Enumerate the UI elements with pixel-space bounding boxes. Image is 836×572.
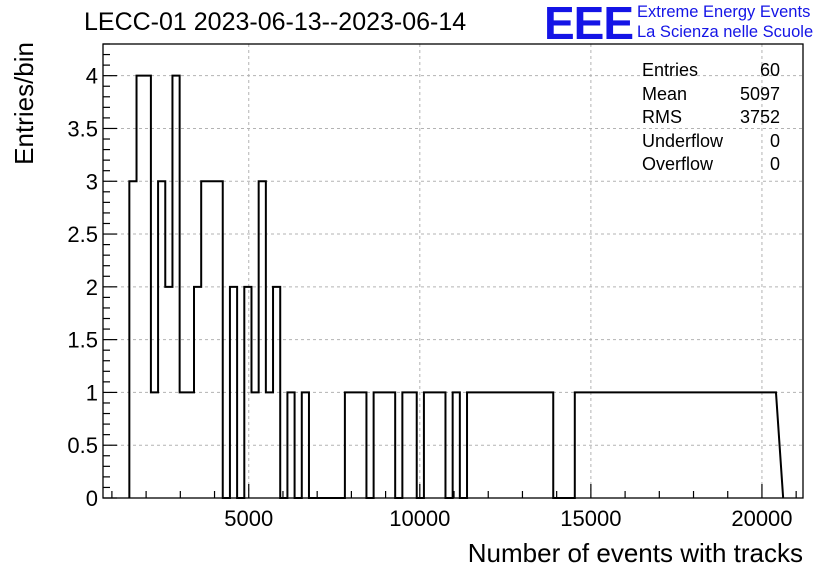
stats-row: Entries 60 bbox=[642, 59, 780, 83]
y-tick-label: 2.5 bbox=[67, 222, 98, 247]
stats-value: 0 bbox=[769, 154, 780, 174]
stats-value: 0 bbox=[769, 130, 780, 151]
x-tick-label: 20000 bbox=[731, 506, 792, 531]
stats-label: Mean bbox=[642, 83, 688, 104]
stats-label: Entries bbox=[642, 60, 699, 80]
stats-row: Overflow 0 bbox=[642, 153, 780, 177]
y-tick-label: 4 bbox=[86, 64, 98, 89]
eee-logo: EEE bbox=[544, 0, 634, 49]
stats-label: Underflow bbox=[642, 130, 724, 151]
y-tick-label: 2 bbox=[86, 275, 98, 300]
stats-row: Mean 5097 bbox=[642, 83, 780, 107]
logo-caption-line1: Extreme Energy Events bbox=[637, 3, 811, 21]
stats-value: 3752 bbox=[739, 107, 780, 127]
y-tick-label: 3.5 bbox=[67, 116, 98, 141]
y-tick-label: 1.5 bbox=[67, 328, 98, 353]
x-tick-label: 15000 bbox=[560, 506, 621, 531]
y-tick-label: 1 bbox=[86, 380, 98, 405]
y-tick-label: 3 bbox=[86, 169, 98, 194]
stats-row: RMS 3752 bbox=[642, 106, 780, 130]
tick-labels: 5000 10000 15000 20000 0 0.5 1 1.5 2 2.5 3 3.5 4 bbox=[67, 64, 792, 531]
logo-caption: Extreme Energy Events La Scienza nelle S… bbox=[637, 2, 813, 42]
y-axis-label: Entries/bin bbox=[9, 42, 39, 165]
stats-value: 5097 bbox=[739, 83, 780, 104]
x-tick-label: 5000 bbox=[224, 506, 273, 531]
x-tick-label: 10000 bbox=[389, 506, 450, 531]
logo-caption-line2: La Scienza nelle Scuole bbox=[637, 23, 814, 41]
y-tick-label: 0.5 bbox=[67, 433, 98, 458]
y-tick-label: 0 bbox=[86, 486, 98, 511]
stats-label: Overflow bbox=[642, 154, 714, 174]
stats-row: Underflow 0 bbox=[642, 130, 780, 154]
stats-value: 60 bbox=[759, 60, 780, 80]
x-axis-label: Number of events with tracks bbox=[468, 538, 803, 568]
plot-frame bbox=[102, 43, 804, 499]
stats-label: RMS bbox=[642, 107, 682, 127]
stats-box: Entries 60 Mean 5097 RMS 3752 Underflow 0 Ov… bbox=[642, 59, 780, 177]
chart-title: LECC-01 2023-06-13--2023-06-14 bbox=[84, 8, 467, 36]
